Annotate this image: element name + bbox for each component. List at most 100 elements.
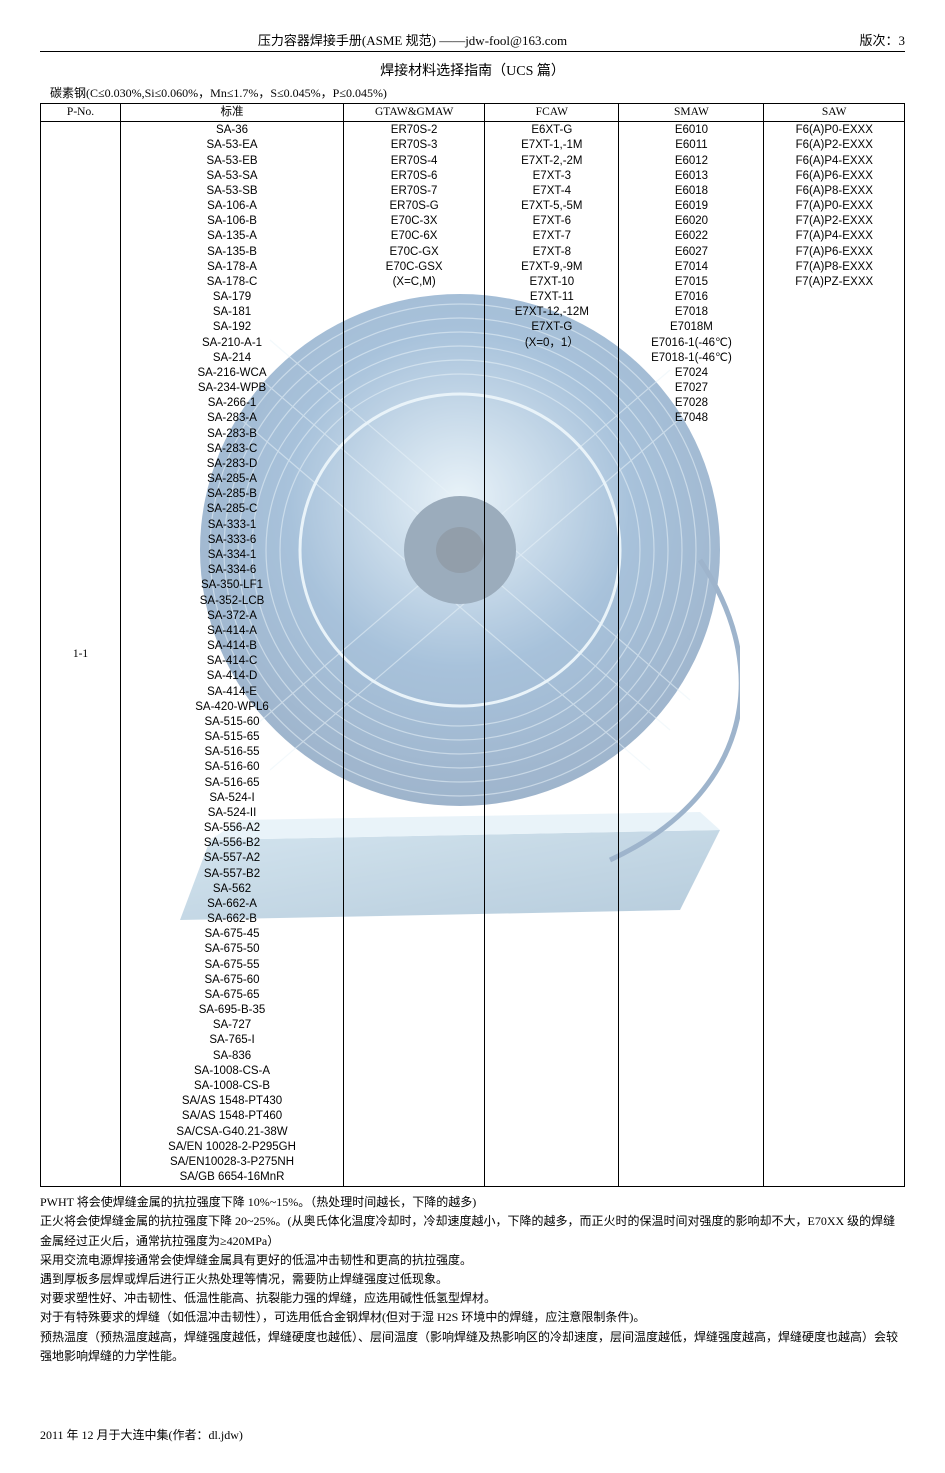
list-item: E70C-GX: [390, 245, 439, 260]
cell-smaw: E6010E6011E6012E6013E6018E6019E6020E6022…: [619, 122, 764, 1187]
list-item: SA-334-6: [208, 563, 257, 578]
list-item: SA-515-65: [205, 730, 260, 745]
list-item: SA-727: [213, 1018, 251, 1033]
list-item: E7014: [675, 260, 708, 275]
list-item: (X=0，1）: [525, 336, 579, 351]
list-item: E7028: [675, 396, 708, 411]
list-item: SA/CSA-G40.21-38W: [176, 1125, 287, 1140]
list-item: SA-420-WPL6: [195, 700, 269, 715]
cell-fcaw: E6XT-GE7XT-1,-1ME7XT-2,-2ME7XT-3E7XT-4E7…: [485, 122, 619, 1187]
list-item: SA-516-65: [205, 776, 260, 791]
list-item: E7XT-5,-5M: [521, 199, 582, 214]
list-item: SA-234-WPB: [198, 381, 266, 396]
list-item: E7XT-2,-2M: [521, 154, 582, 169]
list-item: E7024: [675, 366, 708, 381]
list-item: SA-836: [213, 1049, 251, 1064]
list-item: F7(A)P6-EXXX: [796, 245, 873, 260]
list-item: ER70S-7: [391, 184, 438, 199]
list-item: SA-675-55: [205, 958, 260, 973]
list-item: E6022: [675, 229, 708, 244]
note-line: PWHT 将会使焊缝金属的抗拉强度下降 10%~15%。（热处理时间越长，下降的…: [40, 1193, 905, 1212]
list-item: SA-352-LCB: [200, 594, 265, 609]
list-item: E70C-6X: [391, 229, 438, 244]
list-item: SA-524-I: [209, 791, 254, 806]
list-item: E7XT-1,-1M: [521, 138, 582, 153]
cell-pno: 1-1: [41, 122, 121, 1187]
list-item: SA-216-WCA: [198, 366, 267, 381]
list-item: SA-557-B2: [204, 867, 260, 882]
list-item: SA-283-C: [207, 442, 258, 457]
list-item: F6(A)P2-EXXX: [796, 138, 873, 153]
list-item: SA-524-II: [208, 806, 257, 821]
list-item: SA-675-50: [205, 942, 260, 957]
list-item: SA-414-E: [207, 685, 257, 700]
page-footer: 2011 年 12 月于大连中集(作者：dl.jdw): [40, 1426, 905, 1443]
list-item: SA-350-LF1: [201, 578, 263, 593]
notes-block: PWHT 将会使焊缝金属的抗拉强度下降 10%~15%。（热处理时间越长，下降的…: [40, 1193, 905, 1366]
list-item: SA-106-B: [207, 214, 257, 229]
list-item: SA-283-A: [207, 411, 257, 426]
list-item: SA-1008-CS-A: [194, 1064, 270, 1079]
list-item: SA-178-A: [207, 260, 257, 275]
list-item: SA-414-B: [207, 639, 257, 654]
list-item: E6012: [675, 154, 708, 169]
list-item: SA/AS 1548-PT460: [182, 1109, 282, 1124]
list-item: SA-372-A: [207, 609, 257, 624]
list-item: SA-414-A: [207, 624, 257, 639]
list-item: SA-214: [213, 351, 251, 366]
list-item: F6(A)P0-EXXX: [796, 123, 873, 138]
cell-std: SA-36SA-53-EASA-53-EBSA-53-SASA-53-SB SA-…: [121, 122, 344, 1187]
th-pno: P-No.: [41, 104, 121, 122]
list-item: SA-36: [216, 123, 248, 138]
th-smaw: SMAW: [619, 104, 764, 122]
list-item: SA-53-SA: [206, 169, 257, 184]
list-item: E6011: [675, 138, 707, 153]
list-item: SA-557-A2: [204, 851, 260, 866]
cell-gtaw: ER70S-2ER70S-3ER70S-4ER70S-6ER70S-7ER70S…: [344, 122, 485, 1187]
list-item: E7015: [675, 275, 708, 290]
list-item: SA-181: [213, 305, 251, 320]
section-title: 焊接材料选择指南（UCS 篇）: [40, 60, 905, 80]
list-item: SA-695-B-35: [199, 1003, 265, 1018]
list-item: SA-334-1: [208, 548, 257, 563]
list-item: SA-53-EA: [206, 138, 257, 153]
list-item: SA-179: [213, 290, 251, 305]
list-item: SA-266-1: [208, 396, 257, 411]
list-item: SA-675-45: [205, 927, 260, 942]
list-item: SA-192: [213, 320, 251, 335]
list-item: SA-210-A-1: [202, 336, 262, 351]
list-item: E7016-1(-46℃): [651, 336, 732, 351]
list-item: SA-662-B: [207, 912, 257, 927]
list-item: (X=C,M): [393, 275, 436, 290]
header-title: 压力容器焊接手册(ASME 规范) ——jdw-fool@163.com: [40, 30, 785, 49]
th-saw: SAW: [764, 104, 905, 122]
spec-line: 碳素钢(C≤0.030%,Si≤0.060%，Mn≤1.7%，S≤0.045%，…: [40, 84, 905, 101]
list-item: ER70S-6: [391, 169, 438, 184]
list-item: E7016: [675, 290, 708, 305]
list-item: E7XT-6: [533, 214, 571, 229]
list-item: SA-414-D: [207, 669, 258, 684]
list-item: F7(A)P4-EXXX: [796, 229, 873, 244]
list-item: SA-333-6: [208, 533, 257, 548]
list-item: SA-283-B: [207, 427, 257, 442]
list-item: SA-178-C: [207, 275, 258, 290]
list-item: F7(A)P2-EXXX: [796, 214, 873, 229]
list-item: F7(A)PZ-EXXX: [795, 275, 873, 290]
list-item: SA-285-B: [207, 487, 257, 502]
list-item: ER70S-3: [391, 138, 438, 153]
list-item: SA-515-60: [205, 715, 260, 730]
list-item: E7018-1(-46℃): [651, 351, 732, 366]
list-item: E7XT-12,-12M: [515, 305, 589, 320]
list-item: SA-53-SB: [206, 184, 257, 199]
list-item: SA/EN 10028-2-P295GH: [168, 1140, 296, 1155]
list-item: SA/AS 1548-PT430: [182, 1094, 282, 1109]
note-line: 预热温度（预热温度越高，焊缝强度越低，焊缝硬度也越低）、层间温度（影响焊缝及热影…: [40, 1328, 905, 1366]
table-header-row: P-No. 标准 GTAW&GMAW FCAW SMAW SAW: [41, 104, 905, 122]
table-row: 1-1 SA-36SA-53-EASA-53-EBSA-53-SASA-53-S…: [41, 122, 905, 1187]
list-item: SA-53-EB: [206, 154, 257, 169]
list-item: SA-556-A2: [204, 821, 260, 836]
note-line: 遇到厚板多层焊或焊后进行正火热处理等情况，需要防止焊缝强度过低现象。: [40, 1270, 905, 1289]
list-item: F6(A)P6-EXXX: [796, 169, 873, 184]
list-item: E6013: [675, 169, 708, 184]
list-item: E7XT-7: [533, 229, 571, 244]
